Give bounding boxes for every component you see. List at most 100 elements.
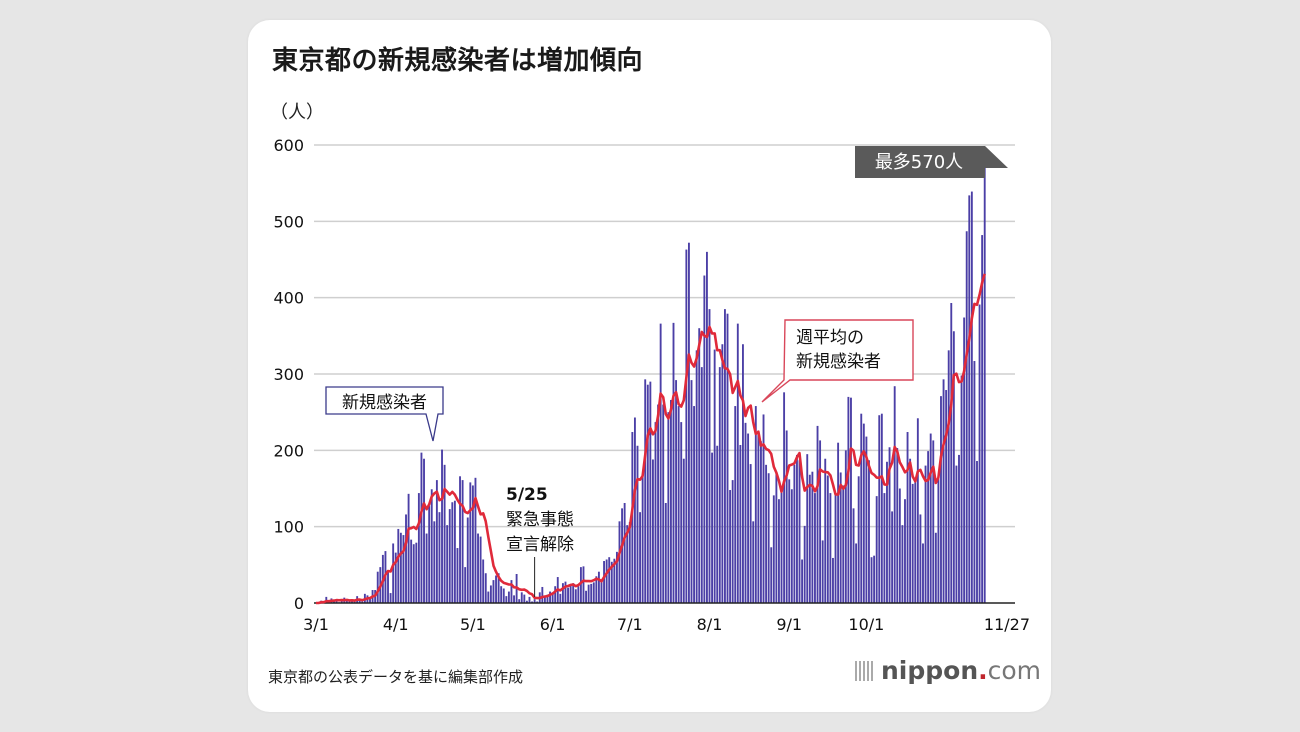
bar	[767, 473, 770, 603]
bar	[487, 591, 490, 603]
bar	[960, 375, 963, 603]
bar	[888, 447, 891, 603]
bar	[852, 508, 855, 603]
bar	[898, 488, 901, 603]
bar	[968, 195, 971, 603]
logo-bars-icon	[855, 660, 875, 681]
bar	[412, 544, 415, 603]
bar	[860, 413, 863, 603]
bar	[340, 600, 343, 603]
bar	[482, 559, 485, 603]
bar	[770, 547, 773, 603]
bar	[978, 304, 981, 603]
bar	[477, 533, 479, 603]
bar	[783, 392, 786, 603]
bar	[394, 552, 397, 603]
bar	[973, 361, 976, 603]
bar	[862, 423, 865, 603]
callout-weekly-average-label: 新規感染者	[796, 352, 881, 372]
bar	[790, 489, 793, 603]
bar	[605, 559, 608, 603]
bar	[523, 594, 526, 603]
callout-weekly-average-label: 週平均の	[796, 328, 864, 348]
bar	[361, 601, 364, 603]
bar	[597, 571, 600, 603]
bar	[816, 425, 819, 603]
bar	[657, 404, 660, 603]
bar	[695, 350, 698, 603]
bar	[713, 349, 716, 603]
bar	[778, 499, 780, 603]
bar	[868, 460, 870, 603]
bar	[505, 596, 508, 603]
bar	[731, 480, 734, 603]
bar	[808, 474, 811, 603]
bar	[780, 488, 783, 603]
bar	[448, 509, 451, 603]
bar	[803, 525, 806, 603]
bar	[886, 461, 888, 603]
bar	[664, 503, 667, 603]
bar	[502, 588, 505, 603]
bar	[569, 584, 572, 603]
bar	[865, 436, 868, 603]
bar	[785, 430, 788, 603]
bar	[500, 586, 503, 603]
bar	[772, 495, 775, 603]
bar	[654, 422, 657, 603]
bar	[595, 576, 598, 603]
bar	[456, 548, 459, 603]
logo-text-com: com	[987, 656, 1042, 685]
bar	[405, 514, 407, 603]
bar	[585, 590, 587, 603]
bar	[749, 464, 752, 603]
bar	[443, 464, 446, 603]
bar	[510, 580, 513, 603]
bar	[708, 309, 711, 603]
bar	[387, 572, 389, 603]
bar	[402, 535, 405, 603]
bar	[739, 444, 742, 603]
bar	[376, 571, 379, 603]
bar	[811, 471, 814, 603]
bar	[466, 517, 469, 603]
bar	[423, 458, 425, 603]
bar	[806, 454, 809, 603]
bar	[687, 242, 690, 603]
bar	[942, 379, 945, 603]
bar	[345, 599, 348, 603]
bar	[914, 482, 917, 603]
bar	[528, 596, 531, 603]
bar	[353, 601, 356, 603]
bar	[703, 275, 706, 603]
callout-new-cases-label: 新規感染者	[342, 393, 427, 413]
bar	[932, 440, 935, 603]
bar	[958, 454, 960, 603]
bar	[469, 482, 472, 603]
bar	[832, 557, 834, 603]
source-note: 東京都の公表データを基に編集部作成	[268, 668, 524, 686]
bar	[716, 445, 719, 603]
bar	[929, 433, 932, 603]
callout-max-label: 最多570人	[875, 152, 963, 173]
y-tick-label: 600	[273, 136, 304, 155]
x-tick-label: 7/1	[617, 615, 643, 634]
bar	[952, 331, 955, 603]
bar	[947, 350, 950, 603]
bar	[608, 557, 611, 603]
bar	[610, 561, 613, 603]
bar	[641, 477, 644, 603]
bar	[747, 433, 750, 603]
bar	[819, 440, 822, 603]
bar	[600, 579, 603, 603]
bar	[533, 599, 536, 603]
bar	[983, 167, 986, 603]
bar	[520, 592, 523, 603]
y-tick-label: 300	[273, 365, 304, 384]
bar	[461, 480, 464, 603]
bar	[574, 589, 577, 603]
bar	[829, 493, 832, 603]
callout-new-cases-box	[325, 386, 444, 442]
bar	[893, 386, 896, 603]
bar	[471, 485, 474, 603]
